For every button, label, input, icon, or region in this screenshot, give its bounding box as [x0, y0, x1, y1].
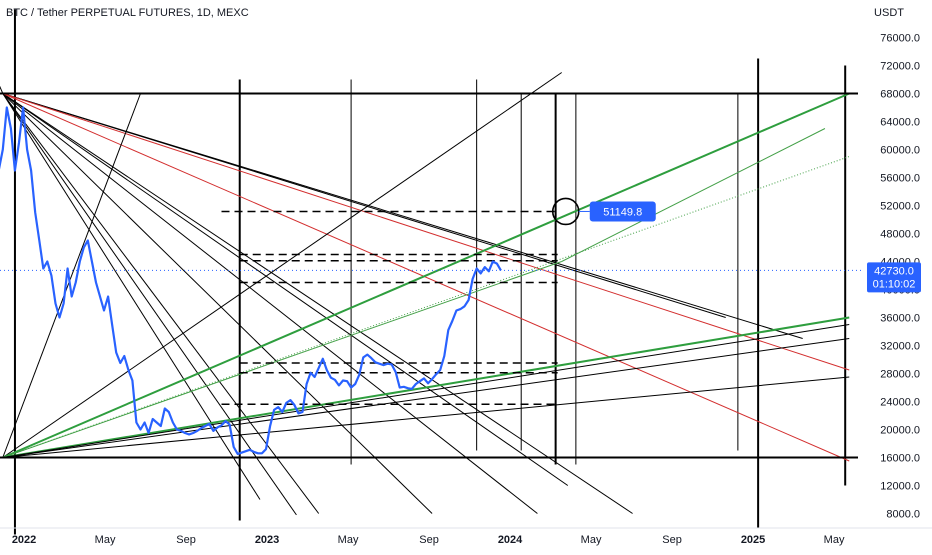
x-tick-label: Sep [662, 534, 682, 546]
x-tick-label: Sep [176, 534, 196, 546]
fan-line [2, 93, 538, 514]
fan-line [2, 93, 569, 486]
y-tick-label: 16000.0 [880, 453, 920, 465]
fan-line [2, 93, 850, 462]
fan-line [2, 93, 850, 371]
x-tick-label: May [338, 534, 359, 546]
y-tick-label: 28000.0 [880, 369, 920, 381]
y-tick-label: 36000.0 [880, 313, 920, 325]
currency-label: USDT [874, 7, 904, 19]
countdown-label: 01:10:02 [873, 278, 916, 290]
fan-line [2, 261, 562, 458]
dashed-levels [221, 210, 558, 406]
x-axis: 2022 May Sep 2023 May Sep 2024 May Sep 2025 May [0, 527, 932, 546]
price-tag-group: 42730.001:10:02 [867, 262, 921, 293]
x-tick-label: Sep [419, 534, 439, 546]
y-tick-label: 52000.0 [880, 201, 920, 213]
fan-line [2, 316, 850, 459]
y-tick-label: 72000.0 [880, 61, 920, 73]
y-tick-label: 8000.0 [886, 509, 920, 521]
fan-lines [0, 72, 850, 516]
y-tick-label: 24000.0 [880, 397, 920, 409]
fan-line [2, 93, 297, 516]
fan-line [2, 92, 850, 459]
callout-group: 51149.8 [551, 197, 656, 226]
fan-line [0, 85, 4, 94]
fan-line [2, 376, 850, 458]
y-tick-label: 48000.0 [880, 229, 920, 241]
y-tick-label: 64000.0 [880, 117, 920, 129]
fan-line [2, 93, 803, 339]
y-tick-label: 32000.0 [880, 341, 920, 353]
x-tick-label: 2023 [255, 534, 279, 546]
vertical-lines [13, 9, 847, 535]
current-price-label: 42730.0 [874, 265, 914, 277]
y-tick-label: 76000.0 [880, 33, 920, 45]
price-tag-bg [867, 262, 921, 293]
series-group [0, 106, 502, 456]
x-tick-label: 2024 [498, 534, 523, 546]
fan-line [2, 324, 850, 458]
x-tick-label: 2022 [12, 534, 36, 546]
x-tick-label: May [581, 534, 602, 546]
fan-line [2, 72, 562, 458]
x-tick-label: 2025 [741, 534, 765, 546]
fan-line [2, 338, 850, 458]
series-line [0, 106, 502, 456]
x-tick-label: May [95, 534, 116, 546]
fan-line [2, 93, 141, 458]
y-tick-label: 68000.0 [880, 89, 920, 101]
fan-line [2, 93, 433, 514]
fan-line [2, 93, 261, 500]
fan-line [2, 156, 850, 458]
y-tick-label: 20000.0 [880, 425, 920, 437]
horizontal-lines [0, 92, 858, 459]
y-tick-label: 12000.0 [880, 481, 920, 493]
chart-title: BTC / Tether PERPETUAL FUTURES, 1D, MEXC [6, 7, 249, 19]
x-tick-label: May [824, 534, 845, 546]
y-tick-label: 60000.0 [880, 145, 920, 157]
callout-label-bg [589, 201, 656, 222]
fan-line [561, 128, 826, 262]
y-tick-label: 56000.0 [880, 173, 920, 185]
callout-label: 51149.8 [603, 206, 642, 218]
fan-line [2, 93, 633, 514]
